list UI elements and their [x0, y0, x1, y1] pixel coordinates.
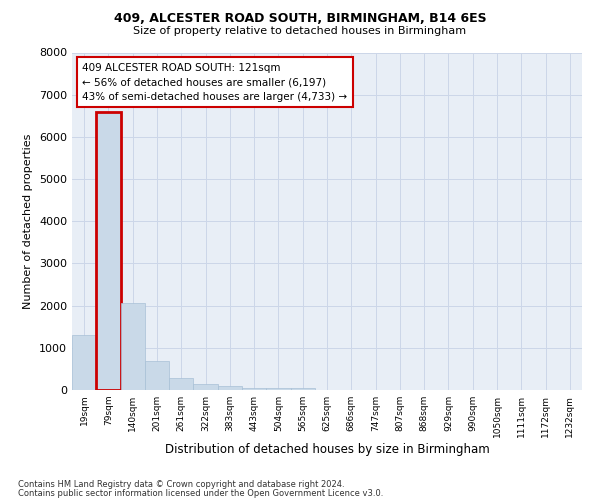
Bar [145, 361, 169, 390]
Text: Contains HM Land Registry data © Crown copyright and database right 2024.: Contains HM Land Registry data © Crown c… [18, 480, 344, 489]
Bar [242, 388, 266, 390]
Text: 409 ALCESTER ROAD SOUTH: 121sqm
← 56% of detached houses are smaller (6,197)
43%: 409 ALCESTER ROAD SOUTH: 121sqm ← 56% of… [82, 62, 347, 102]
Bar [96, 112, 121, 390]
Bar [193, 384, 218, 390]
Bar [290, 388, 315, 390]
Text: Size of property relative to detached houses in Birmingham: Size of property relative to detached ho… [133, 26, 467, 36]
Bar [72, 335, 96, 390]
Bar [121, 302, 145, 390]
X-axis label: Distribution of detached houses by size in Birmingham: Distribution of detached houses by size … [164, 442, 490, 456]
Bar [266, 388, 290, 390]
Y-axis label: Number of detached properties: Number of detached properties [23, 134, 34, 309]
Bar [169, 378, 193, 390]
Text: 409, ALCESTER ROAD SOUTH, BIRMINGHAM, B14 6ES: 409, ALCESTER ROAD SOUTH, BIRMINGHAM, B1… [113, 12, 487, 26]
Text: Contains public sector information licensed under the Open Government Licence v3: Contains public sector information licen… [18, 488, 383, 498]
Bar [218, 386, 242, 390]
